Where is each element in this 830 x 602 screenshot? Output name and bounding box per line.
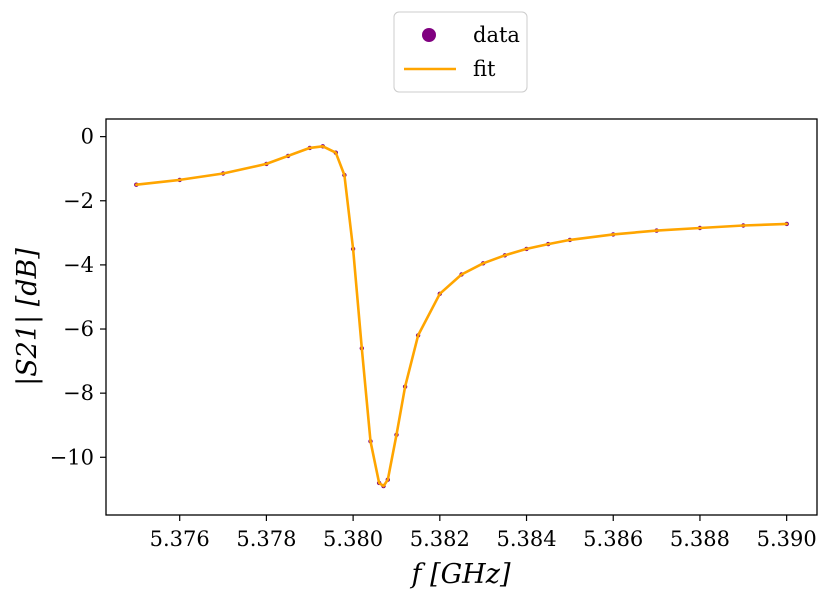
x-tick-label: 5.382 bbox=[410, 527, 470, 551]
fit-line bbox=[135, 145, 788, 488]
x-axis: 5.376 5.378 5.380 5.382 5.384 5.386 5.388 5.390 bbox=[150, 515, 817, 551]
data-layer bbox=[134, 144, 789, 489]
x-tick-label: 5.390 bbox=[757, 527, 817, 551]
plot-frame bbox=[105, 118, 818, 516]
x-axis-label: f [GHz] bbox=[410, 559, 511, 590]
y-tick-label: −6 bbox=[63, 317, 94, 341]
legend-marker-data bbox=[422, 28, 436, 42]
x-tick-label: 5.386 bbox=[583, 527, 643, 551]
legend-label-fit: fit bbox=[473, 57, 496, 81]
x-tick-label: 5.378 bbox=[236, 527, 296, 551]
legend-label-data: data bbox=[473, 23, 520, 47]
x-tick-label: 5.380 bbox=[323, 527, 383, 551]
y-axis-label: |S21| [dB] bbox=[12, 248, 43, 386]
x-tick-label: 5.384 bbox=[496, 527, 556, 551]
y-tick-label: 0 bbox=[81, 125, 94, 149]
y-tick-label: −8 bbox=[63, 381, 94, 405]
x-tick-label: 5.388 bbox=[670, 527, 730, 551]
y-axis: 0 −2 −4 −6 −8 −10 bbox=[50, 125, 106, 469]
x-tick-label: 5.376 bbox=[150, 527, 210, 551]
legend: data fit bbox=[393, 11, 528, 93]
y-tick-label: −4 bbox=[63, 253, 94, 277]
y-tick-label: −10 bbox=[50, 445, 94, 469]
y-tick-label: −2 bbox=[63, 189, 94, 213]
series-data bbox=[134, 144, 789, 489]
